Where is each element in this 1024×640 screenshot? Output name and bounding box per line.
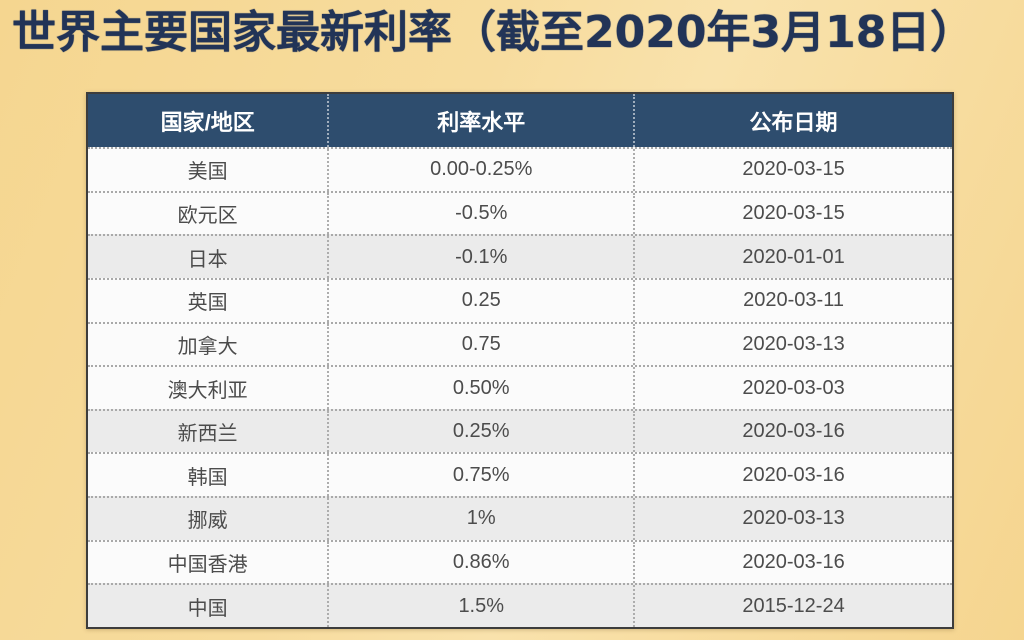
cell-country: 英国 <box>187 292 228 315</box>
cell-country: 欧元区 <box>177 204 238 227</box>
cell-rate: 0.00-0.25% <box>327 149 633 191</box>
cell-date: 2020-03-03 <box>633 367 952 409</box>
table-body: 美国 0.00-0.25% 2020-03-15 欧元区 -0.5% 2020-… <box>88 147 952 628</box>
table-row: 中国香港 0.86% 2020-03-16 <box>88 539 952 584</box>
table-row: 美国 0.00-0.25% 2020-03-15 <box>88 147 952 191</box>
table-row: 中国 1.5% 2015-12-24 <box>88 583 952 628</box>
table-row: 日本 -0.1% 2020-01-01 <box>88 234 952 278</box>
page-title: 世界主要国家最新利率（截至2020年3月18日） <box>12 7 975 58</box>
cell-rate: 0.75% <box>327 454 633 497</box>
cell-date: 2020-03-13 <box>633 498 952 540</box>
cell-rate: 0.25 <box>327 279 633 322</box>
cell-rate: 1% <box>327 498 633 540</box>
cell-date: 2020-01-01 <box>633 236 952 278</box>
cell-date: 2020-03-13 <box>633 323 952 366</box>
rates-table: 国家/地区 利率水平 公布日期 美国 0.00-0.25% 2020-03-15… <box>86 92 954 629</box>
cell-country: 中国 <box>187 597 228 620</box>
cell-country: 新西兰 <box>177 423 238 446</box>
cell-date: 2020-03-11 <box>633 279 952 322</box>
table-row: 欧元区 -0.5% 2020-03-15 <box>88 190 952 235</box>
table-row: 澳大利亚 0.50% 2020-03-03 <box>88 365 952 409</box>
cell-country: 韩国 <box>187 466 228 489</box>
cell-date: 2020-03-15 <box>633 149 952 191</box>
cell-rate: 1.5% <box>327 585 633 628</box>
cell-date: 2020-03-16 <box>633 454 952 497</box>
header-cell-date: 公布日期 <box>633 94 952 147</box>
cell-rate: 0.50% <box>327 367 633 409</box>
table-row: 新西兰 0.25% 2020-03-16 <box>88 408 952 453</box>
cell-country: 加拿大 <box>177 335 238 358</box>
cell-country: 澳大利亚 <box>167 379 248 402</box>
cell-rate: 0.86% <box>327 541 633 584</box>
cell-date: 2020-03-15 <box>633 192 952 235</box>
cell-date: 2020-03-16 <box>633 541 952 584</box>
cell-date: 2020-03-16 <box>633 410 952 453</box>
table-header: 国家/地区 利率水平 公布日期 <box>88 94 952 147</box>
cell-rate: -0.1% <box>327 236 633 278</box>
header-cell-rate: 利率水平 <box>327 94 633 147</box>
cell-country: 日本 <box>187 248 228 271</box>
cell-country: 挪威 <box>187 510 228 533</box>
table-row: 挪威 1% 2020-03-13 <box>88 496 952 540</box>
table-row: 加拿大 0.75 2020-03-13 <box>88 321 952 366</box>
cell-country: 中国香港 <box>167 554 248 577</box>
cell-rate: 0.75 <box>327 323 633 366</box>
table-row: 韩国 0.75% 2020-03-16 <box>88 452 952 497</box>
cell-rate: -0.5% <box>327 192 633 235</box>
table-row: 英国 0.25 2020-03-11 <box>88 277 952 322</box>
cell-country: 美国 <box>187 161 228 184</box>
cell-date: 2015-12-24 <box>633 585 952 628</box>
header-cell-country: 国家/地区 <box>160 109 255 135</box>
cell-rate: 0.25% <box>327 410 633 453</box>
